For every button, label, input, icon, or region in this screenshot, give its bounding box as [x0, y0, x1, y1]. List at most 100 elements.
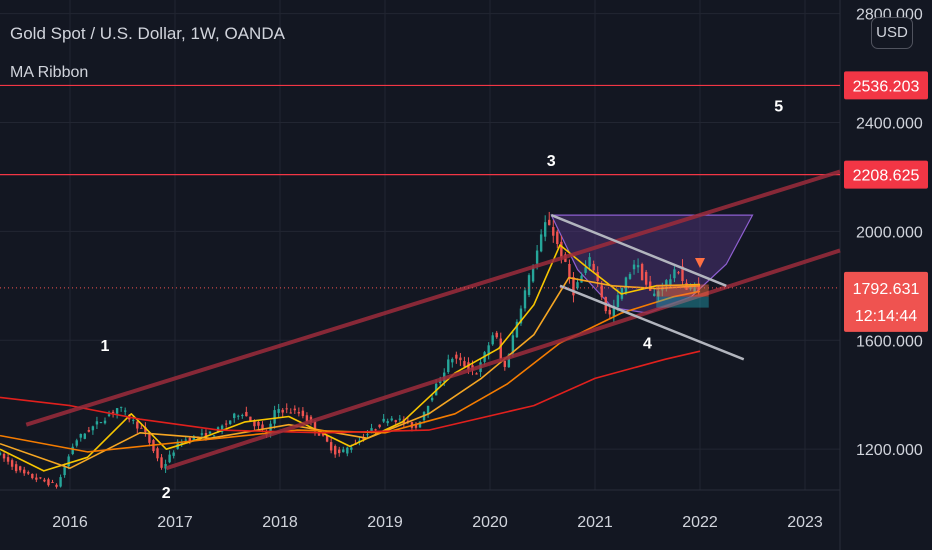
candle-body [418, 421, 422, 428]
y-tick-label: 1600.000 [856, 333, 923, 350]
candle-body [580, 275, 583, 283]
candle-body [305, 415, 309, 422]
indicator-label[interactable]: MA Ribbon [10, 64, 89, 81]
ma-mid-line [0, 276, 701, 469]
candle-body [281, 409, 284, 413]
candle-body [168, 454, 171, 463]
candle-body [333, 446, 337, 455]
ma-200-line [0, 350, 701, 434]
x-tick-label: 2018 [262, 514, 298, 531]
candle-body [459, 357, 462, 361]
candle-body [390, 418, 393, 421]
candle-body [556, 231, 559, 245]
candle-body [386, 421, 389, 424]
candle-body [0, 452, 2, 455]
price-level-label: 2536.203 [853, 78, 920, 95]
candle-body [285, 408, 288, 410]
candle-body [503, 360, 507, 367]
candle-body [447, 359, 450, 373]
candle-body [111, 411, 115, 413]
candle-body [636, 265, 640, 268]
candle-body [160, 457, 163, 468]
x-tick-label: 2022 [682, 514, 718, 531]
candle-body [23, 469, 26, 474]
x-tick-label: 2016 [52, 514, 88, 531]
candle-body [67, 456, 70, 467]
candle-body [180, 442, 183, 445]
candle-body [55, 484, 58, 487]
candle-body [188, 438, 192, 442]
channel-upper-line [25, 169, 841, 427]
candle-body [697, 283, 700, 291]
x-tick-label: 2023 [787, 514, 823, 531]
candle-body [51, 481, 54, 483]
candle-body [119, 406, 123, 408]
sell-arrow-icon [695, 258, 705, 269]
candle-body [451, 358, 454, 363]
candle-body [237, 415, 240, 417]
price-level-badge [844, 71, 928, 100]
candle-body [31, 473, 34, 479]
candle-body [103, 420, 107, 424]
candle-body [495, 332, 498, 338]
candle-body [71, 446, 74, 455]
candle-body [535, 250, 539, 264]
candle-body [35, 477, 38, 480]
candle-body [172, 452, 175, 456]
candle-body [317, 431, 321, 436]
candle-body [507, 354, 511, 368]
candle-body [27, 472, 30, 474]
price-level-badge [844, 160, 928, 189]
bar-countdown-label: 12:14:44 [855, 308, 917, 325]
currency-button[interactable]: USD [871, 17, 913, 49]
last-price-badge [844, 271, 928, 332]
channel-lower-line [165, 248, 841, 471]
candle-body [261, 424, 264, 430]
candle-body [640, 263, 644, 281]
candle-body [378, 424, 381, 428]
candle-body [115, 408, 119, 414]
candle-body [673, 269, 676, 279]
candle-body [366, 434, 369, 436]
candle-body [657, 291, 660, 297]
candle-body [414, 424, 418, 428]
candle-body [325, 435, 329, 442]
candle-body [184, 439, 187, 441]
candle-body [511, 335, 515, 354]
candle-body [140, 427, 143, 429]
last-price-label: 1792.631 [853, 281, 920, 298]
candle-body [382, 418, 385, 422]
candle-body [6, 457, 10, 462]
wave-label: 1 [101, 338, 110, 355]
candle-body [14, 464, 18, 472]
candle-body [63, 467, 66, 476]
candle-body [309, 416, 313, 422]
candle-body [576, 282, 579, 289]
candle-body [632, 264, 636, 270]
candle-body [669, 279, 672, 286]
candle-body [228, 420, 232, 424]
candle-body [257, 421, 260, 426]
candle-body [560, 241, 563, 259]
candle-body [624, 277, 628, 294]
candle-body [123, 410, 127, 412]
candle-body [693, 285, 696, 293]
candle-body [572, 277, 575, 296]
candle-body [59, 477, 62, 487]
candle-body [75, 440, 78, 446]
candle-body [463, 361, 466, 367]
candle-body [269, 423, 272, 435]
risk-zone [656, 284, 709, 297]
candle-body [350, 447, 353, 450]
x-tick-label: 2019 [367, 514, 403, 531]
wedge-upper-line [550, 213, 727, 287]
candle-body [220, 425, 224, 432]
candle-body [548, 219, 551, 226]
candle-body [491, 335, 494, 345]
candle-body [689, 286, 692, 290]
candle-body [628, 274, 632, 279]
wave-label: 5 [774, 99, 783, 116]
candle-body [523, 290, 527, 309]
